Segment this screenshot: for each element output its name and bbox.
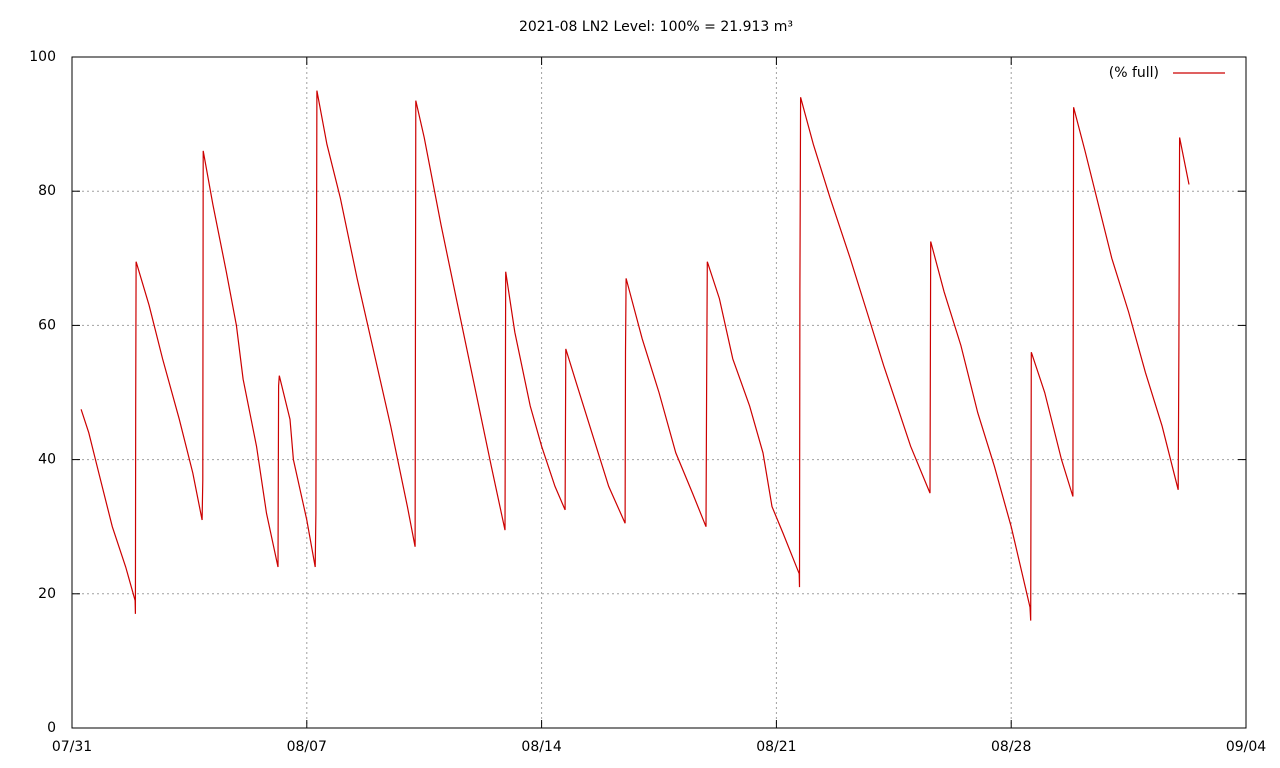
plot-frame — [71, 56, 1247, 729]
y-tick-label: 100 — [29, 49, 56, 65]
x-tick-label: 07/31 — [52, 739, 92, 755]
x-tick-label: 08/21 — [756, 739, 796, 755]
x-tick-label: 08/14 — [521, 739, 561, 755]
x-tick-label: 08/07 — [287, 739, 327, 755]
legend-label: (% full) — [1109, 65, 1159, 81]
y-tick-label: 20 — [38, 586, 56, 602]
y-tick-label: 60 — [38, 317, 56, 333]
chart-title: 2021-08 LN2 Level: 100% = 21.913 m³ — [519, 19, 793, 35]
y-tick-label: 40 — [38, 452, 56, 468]
y-tick-label: 80 — [38, 183, 56, 199]
x-tick-label: 08/28 — [991, 739, 1031, 755]
y-tick-label: 0 — [47, 720, 56, 736]
x-tick-label: 09/04 — [1226, 739, 1266, 755]
data-line — [80, 90, 1190, 621]
